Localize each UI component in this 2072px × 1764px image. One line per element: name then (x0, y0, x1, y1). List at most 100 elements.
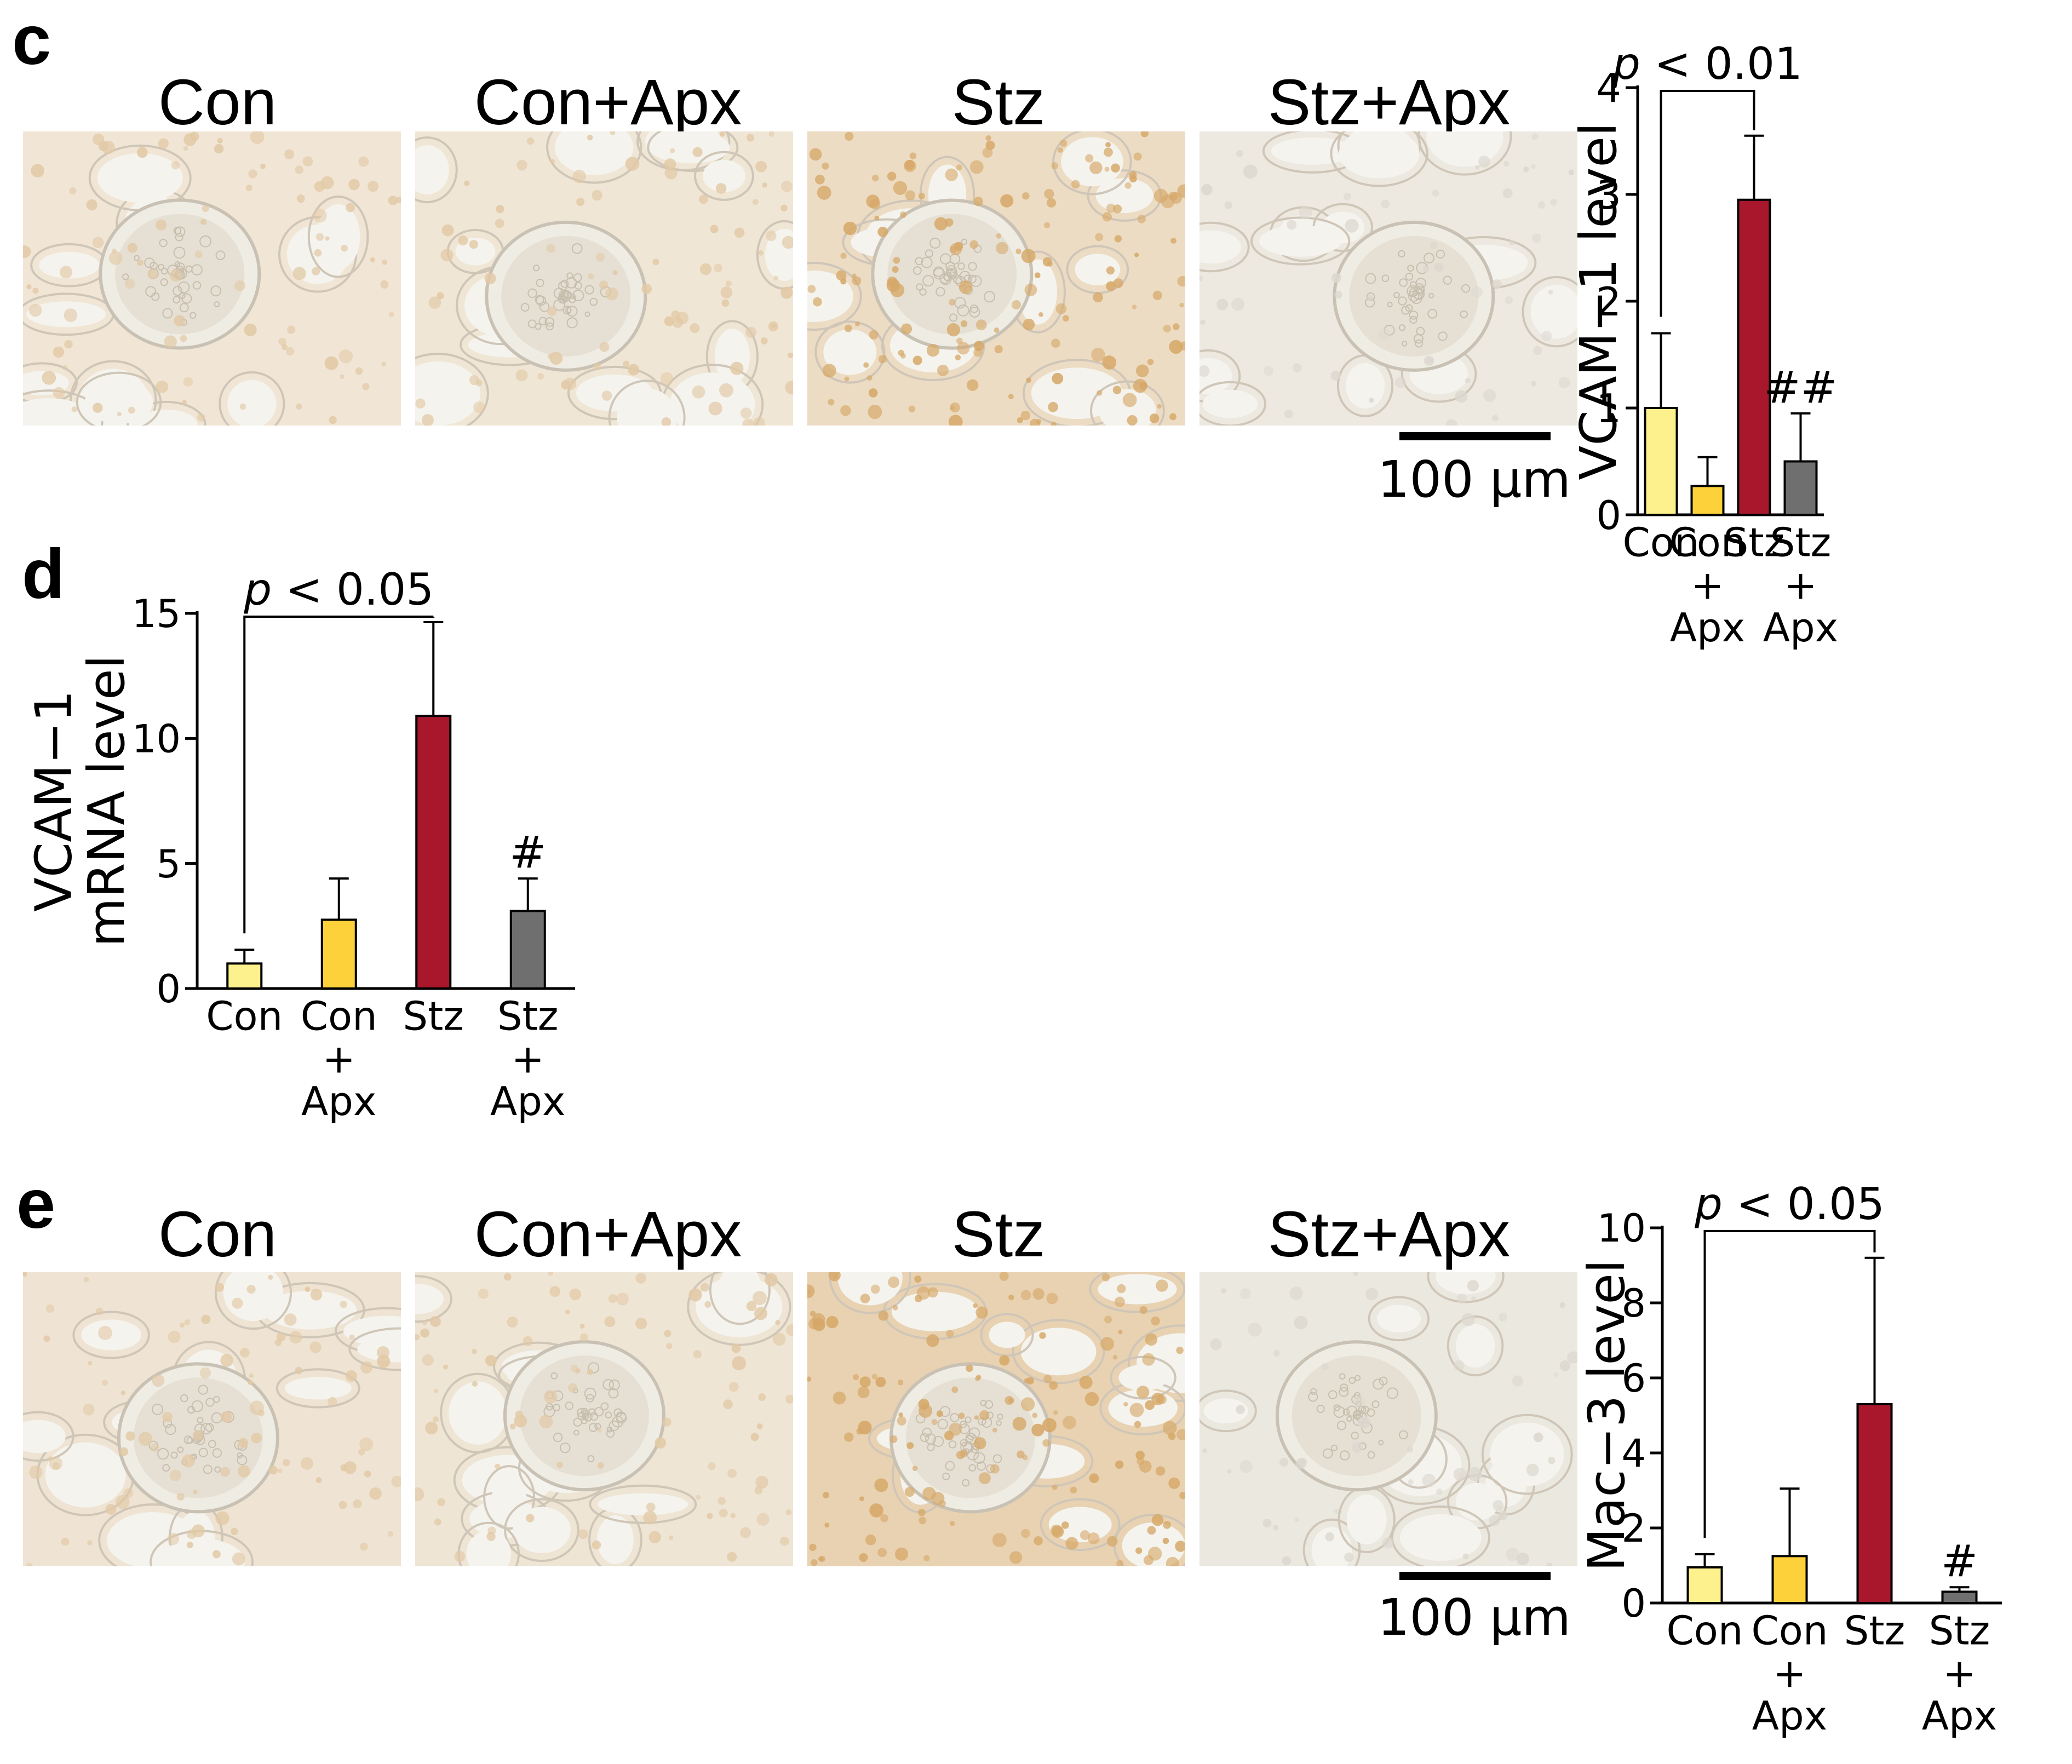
stain-spot (1471, 286, 1483, 298)
stain-spot (746, 1301, 757, 1312)
capillary-loop (1340, 1383, 1348, 1392)
tubule-wall (1052, 131, 1132, 196)
stain-spot (313, 209, 327, 223)
stain-spot (662, 1417, 671, 1427)
stain-spot (1201, 184, 1213, 196)
stain-spot (1136, 364, 1149, 377)
stain-spot (292, 267, 306, 280)
stain-spot (338, 1501, 347, 1509)
stain-spot (753, 417, 765, 426)
stain-spot (180, 335, 187, 342)
stain-spot (234, 280, 245, 291)
stain-spot (985, 135, 991, 141)
stain-spot (1005, 1395, 1014, 1405)
stain-spot (669, 1535, 674, 1541)
stain-spot (1095, 233, 1104, 242)
stain-spot (1282, 1556, 1292, 1566)
stain-spot (756, 1513, 770, 1526)
stain-spot (1000, 194, 1014, 208)
tubule-wall (1128, 1324, 1185, 1402)
stain-spot (1199, 275, 1203, 281)
capillary-loop (1460, 310, 1468, 318)
stain-spot (817, 185, 831, 200)
tubule-wall (546, 131, 642, 184)
tubule-lumen (891, 1291, 979, 1331)
stain-spot (1112, 1354, 1118, 1360)
stain-spot (592, 189, 602, 201)
capillary-loop (1308, 1392, 1318, 1402)
stain-spot (1236, 150, 1243, 157)
stain-spot (1343, 192, 1352, 201)
x-tick-label: Con (1623, 520, 1700, 566)
stain-spot (869, 1503, 883, 1518)
stain-spot (1531, 233, 1542, 243)
stain-spot (912, 355, 922, 365)
tubule-wall (415, 353, 489, 426)
stain-spot (1179, 302, 1184, 308)
capillary-loop (939, 273, 952, 285)
stain-spot (93, 403, 103, 413)
stain-spot (167, 1533, 180, 1545)
stain-spot (169, 269, 182, 282)
stain-spot (599, 342, 610, 352)
capillary-loop (1407, 265, 1414, 272)
capillary-loop (968, 262, 977, 271)
stain-spot (780, 204, 788, 212)
capillary-loop (535, 323, 542, 330)
stain-spot (217, 137, 223, 144)
stain-spot (1046, 198, 1057, 208)
stain-spot (719, 383, 733, 398)
stain-spot (1407, 1446, 1414, 1452)
stain-spot (31, 164, 44, 177)
stain-spot (666, 1343, 673, 1349)
stain-spot (625, 157, 640, 171)
stain-spot (1152, 290, 1162, 300)
stain-spot (1123, 1402, 1128, 1407)
stain-spot (1559, 1302, 1566, 1308)
stain-spot (28, 303, 42, 317)
stain-spot (782, 235, 793, 249)
stain-spot (422, 1354, 434, 1366)
tubule-wall (348, 1327, 401, 1371)
capillary-loop (933, 266, 944, 277)
capillary-loop (1415, 278, 1427, 289)
stain-spot (1497, 1510, 1508, 1521)
stain-spot (766, 231, 777, 242)
stain-spot (349, 1334, 355, 1340)
capillary-loop (237, 1455, 248, 1466)
capillary-loop (162, 1464, 170, 1472)
stain-spot (992, 1533, 1007, 1547)
stain-spot (604, 1316, 616, 1328)
stain-spot (868, 405, 882, 420)
stain-spot (1134, 1421, 1141, 1428)
stain-spot (601, 390, 612, 401)
stain-spot (340, 1301, 347, 1308)
capillary-loop (174, 261, 181, 267)
stain-spot (516, 159, 527, 171)
stain-spot (914, 1295, 922, 1302)
stain-spot (1177, 275, 1185, 287)
stain-spot (956, 337, 963, 344)
stain-spot (1089, 161, 1103, 175)
stain-spot (833, 1391, 846, 1405)
stain-spot (295, 1366, 303, 1375)
stain-spot (1530, 381, 1537, 387)
stain-spot (979, 1410, 990, 1421)
capillary-loop (996, 1420, 1002, 1426)
stain-spot (856, 1428, 863, 1435)
stain-spot (992, 1427, 997, 1433)
micrograph-e-stz (807, 1272, 1185, 1566)
stain-spot (1175, 1541, 1185, 1552)
tubule-wall (415, 136, 458, 204)
capillary-loop (180, 1394, 188, 1403)
stain-spot (1009, 1551, 1023, 1564)
stain-spot (865, 1535, 876, 1545)
stain-spot (95, 1307, 104, 1315)
stain-spot (874, 1478, 888, 1492)
capillary-loop (589, 1412, 599, 1421)
capillary-loop (1461, 284, 1471, 293)
stain-spot (1503, 160, 1509, 167)
stain-spot (1071, 180, 1080, 189)
stain-spot (201, 1314, 211, 1324)
tubule-wall (23, 1411, 74, 1462)
